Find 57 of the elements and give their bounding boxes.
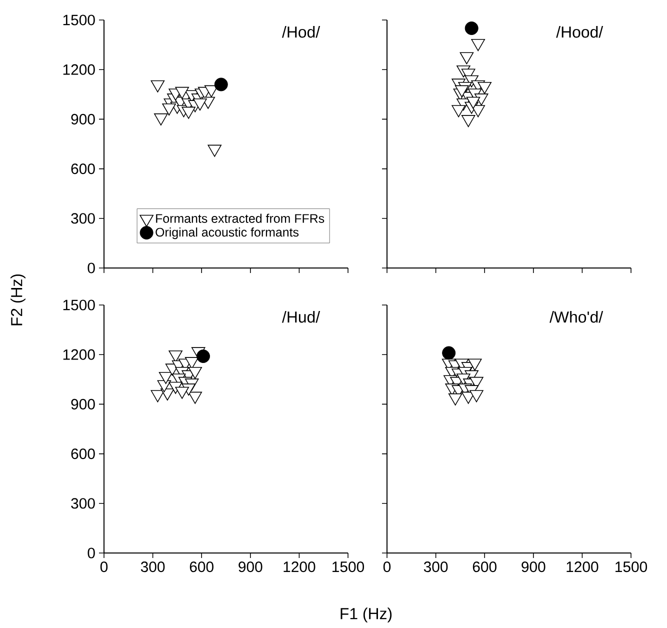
- point: [168, 350, 182, 362]
- point: [188, 366, 202, 380]
- point: [478, 82, 492, 94]
- x-tick-label: 300: [424, 562, 448, 572]
- x-tick-label: 900: [238, 562, 262, 572]
- point: [471, 38, 485, 52]
- chart-title: /Hud/: [282, 311, 320, 323]
- x-tick-label: 600: [190, 562, 214, 572]
- x-axis-title: F1 (Hz): [340, 608, 392, 622]
- point: [175, 86, 189, 99]
- legend-label: Formants extracted from FFRs: [156, 214, 324, 223]
- y-tick-label: 600: [71, 164, 95, 174]
- y-tick-label: 300: [71, 213, 95, 224]
- x-tick-label: 300: [140, 562, 165, 572]
- point: [175, 386, 189, 399]
- y-tick-label: 1500: [63, 300, 95, 310]
- y-axis-title: F2 (Hz): [10, 274, 26, 326]
- chart-title: /Hood/: [556, 26, 604, 38]
- point: [454, 85, 469, 98]
- y-tick-label: 1200: [63, 64, 95, 75]
- point: [464, 22, 478, 36]
- x-tick-label: 1200: [566, 562, 598, 572]
- y-tick-label: 600: [71, 448, 95, 460]
- x-tick-label: 600: [472, 562, 496, 572]
- chart-title: /Who'd/: [550, 311, 604, 323]
- point: [158, 372, 173, 384]
- x-tick-label: 900: [522, 562, 546, 572]
- point: [154, 113, 168, 126]
- point: [448, 393, 462, 406]
- y-tick-label: 0: [88, 548, 95, 558]
- point: [182, 106, 196, 119]
- y-tick-label: 900: [71, 398, 95, 410]
- x-tick-label: 0: [100, 562, 108, 572]
- legend-label: Original acoustic formants: [156, 227, 299, 240]
- point: [188, 392, 202, 404]
- point: [208, 144, 222, 157]
- point: [466, 96, 480, 109]
- x-tick-label: 1500: [332, 562, 364, 572]
- chart-title: /Hod/: [282, 26, 320, 38]
- point: [460, 52, 474, 64]
- point: [471, 105, 485, 118]
- y-tick-label: 300: [71, 498, 95, 509]
- point: [193, 98, 207, 111]
- x-tick-label: 0: [383, 562, 391, 572]
- x-tick-label: 1500: [616, 562, 648, 572]
- point: [461, 115, 476, 128]
- x-tick-label: 1200: [284, 562, 316, 572]
- y-tick-label: 900: [71, 114, 95, 124]
- y-tick-label: 0: [88, 262, 95, 274]
- point: [468, 358, 482, 371]
- y-tick-label: 1500: [63, 14, 95, 26]
- point: [474, 94, 488, 106]
- y-tick-label: 1200: [63, 349, 95, 360]
- point: [452, 105, 466, 118]
- point: [162, 103, 176, 116]
- point: [470, 390, 484, 402]
- point: [150, 80, 165, 92]
